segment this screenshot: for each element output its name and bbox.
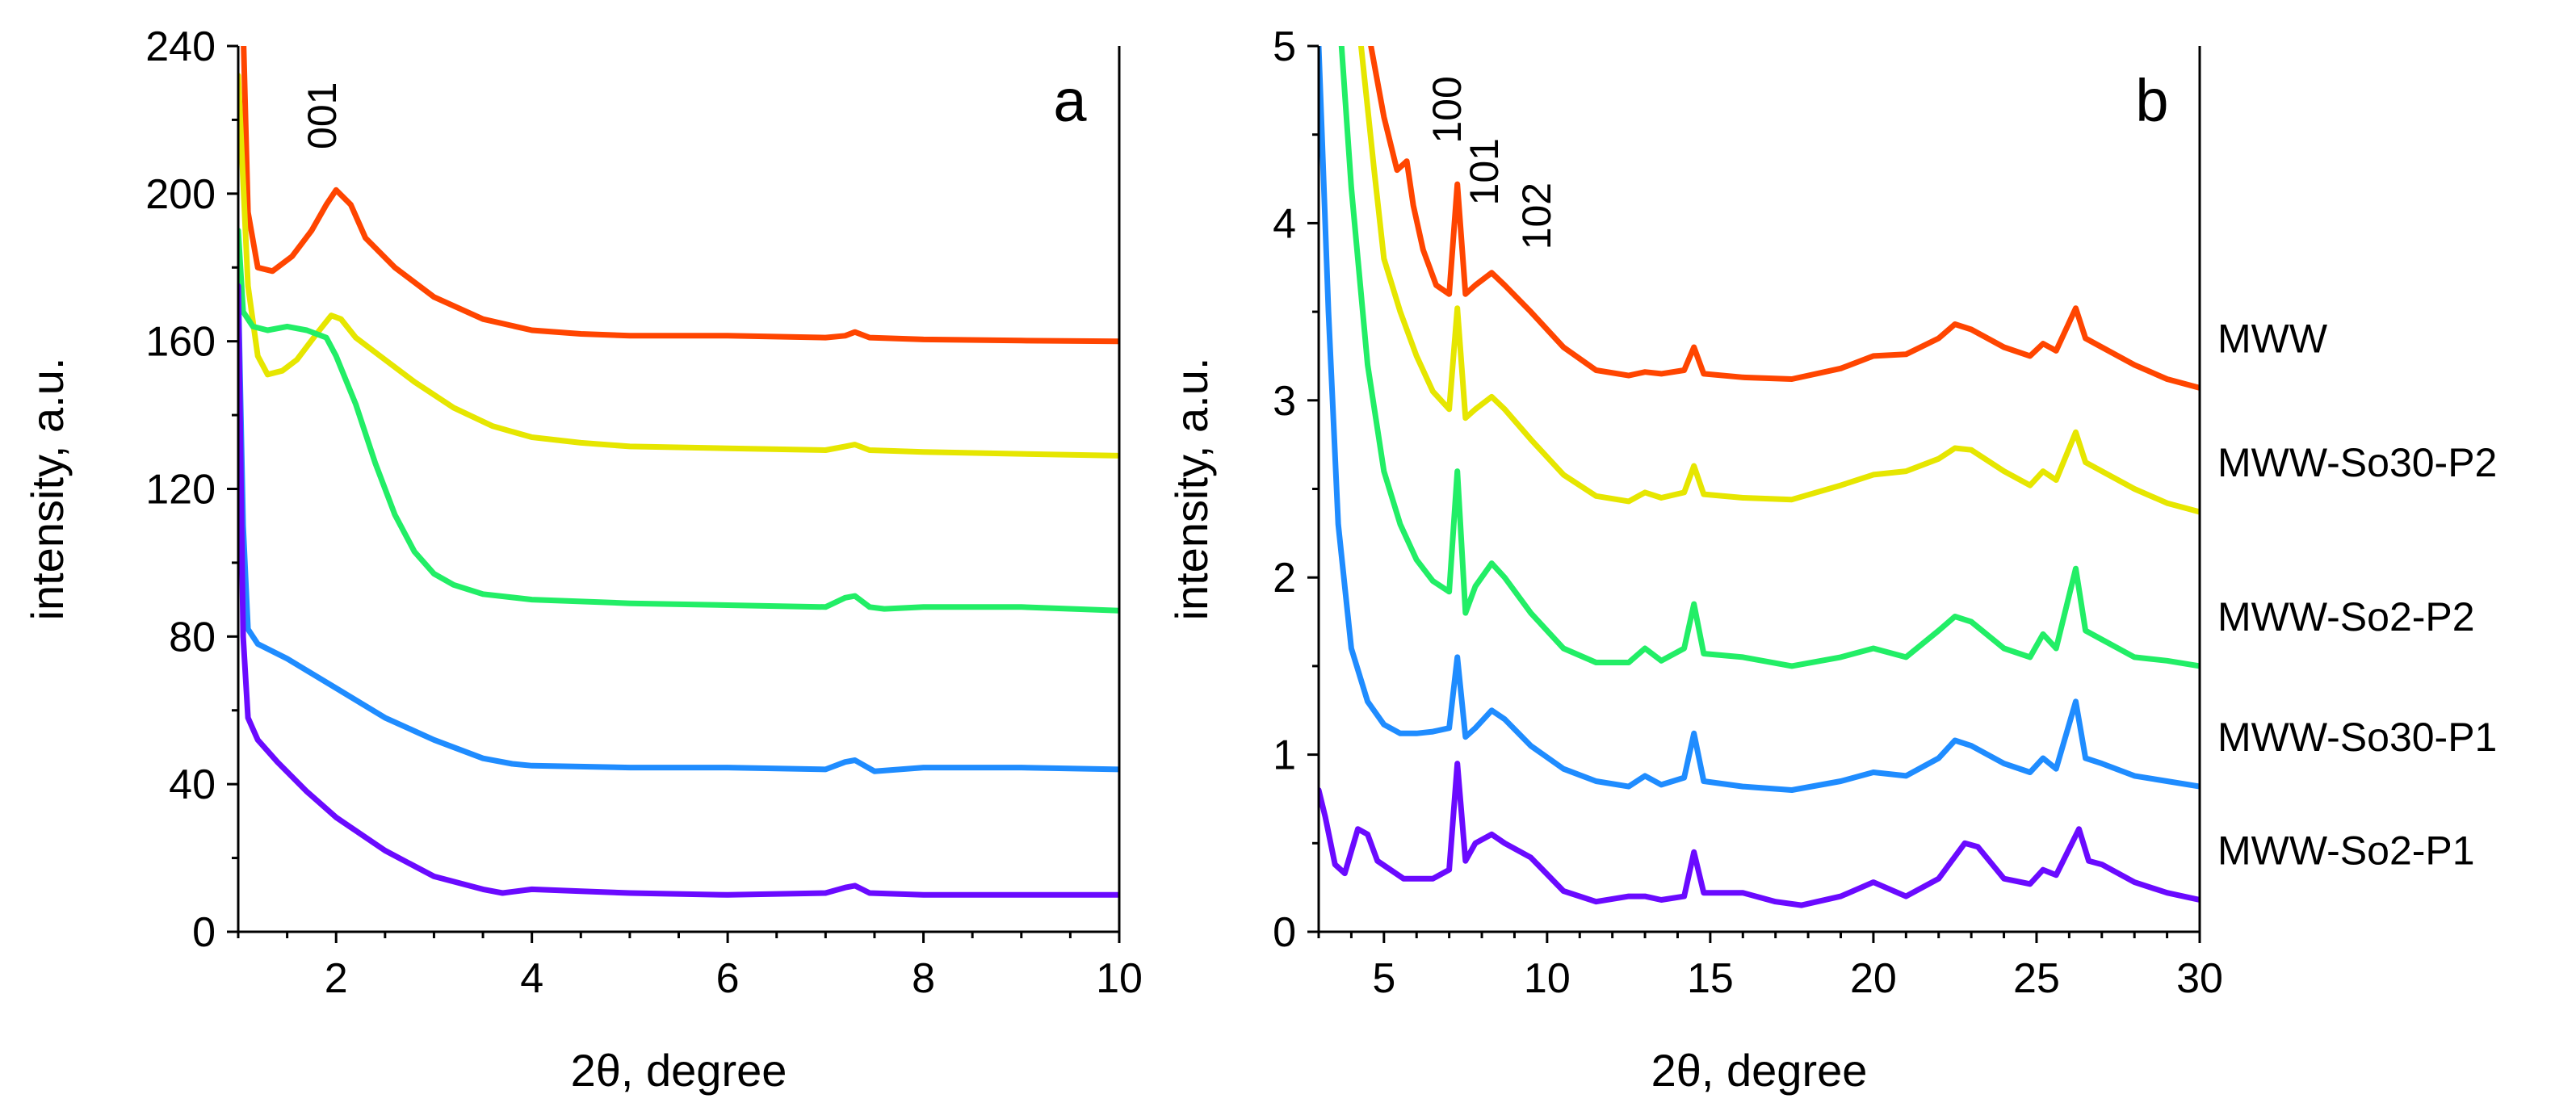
series-line-mww-so30-p1 [238,283,1119,774]
x-tick-label: 15 [1687,955,1734,1002]
series-line-mww [1368,46,2200,391]
series-line-mww-so2-p2 [238,228,1119,614]
peak-label: 001 [300,82,345,149]
y-tick-label: 4 [1273,200,1296,247]
panel-b: 5 10 15 20 25 30 0 1 2 3 4 5 2θ, degree intensity, a.… [1166,23,2497,1096]
legend-label: MWW-So30-P2 [2217,440,2497,485]
y-tick-label: 2 [1273,555,1296,602]
x-tick-label: 10 [1096,955,1143,1002]
series-group [238,46,1119,898]
x-tick-label: 30 [2176,955,2223,1002]
peak-label: 102 [1514,182,1559,249]
series-group [1319,46,2200,908]
x-axis-title: 2θ, degree [571,1045,787,1096]
panel-a: 2 4 6 8 10 0 40 80 120 160 200 240 2θ, degree intensi… [22,23,1143,1096]
x-tick-label: 6 [716,955,740,1002]
y-tick-label: 0 [192,909,216,956]
y-tick-label: 120 [145,467,216,514]
y-tick-label: 80 [169,614,216,660]
series-line-mww-so30-p2 [1358,46,2200,515]
x-tick-label: 5 [1372,955,1395,1002]
x-tick-label: 25 [2013,955,2060,1002]
legend-label: MWW-So30-P1 [2217,715,2497,760]
y-tick-label: 0 [1273,909,1296,956]
y-tick-label: 5 [1273,23,1296,70]
y-axis-title: intensity, a.u. [22,358,73,621]
peak-label: 100 [1424,76,1470,143]
panel-letter: b [2135,67,2168,134]
peak-label: 101 [1462,138,1507,205]
series-line-mww-so2-p1 [1319,761,2200,908]
y-tick-label: 1 [1273,732,1296,779]
series-line-mww-so30-p1 [1319,46,2200,793]
y-tick-label: 40 [169,761,216,808]
series-line-mww-so2-p2 [1338,46,2200,669]
x-tick-label: 10 [1524,955,1571,1002]
y-tick-label: 200 [145,171,216,218]
series-line-mww-so30-p2 [238,73,1119,459]
legend-label: MWW [2217,316,2328,361]
x-axis-title: 2θ, degree [1651,1045,1868,1096]
series-line-mww [241,46,1119,345]
x-tick-label: 8 [912,955,935,1002]
legend-label: MWW-So2-P1 [2217,828,2475,874]
panel-letter: a [1053,67,1087,134]
y-tick-label: 240 [145,23,216,70]
x-tick-label: 4 [520,955,543,1002]
legend-label: MWW-So2-P2 [2217,594,2475,639]
y-tick-label: 3 [1273,378,1296,425]
x-tick-label: 2 [325,955,348,1002]
y-axis-title: intensity, a.u. [1166,358,1217,621]
series-line-mww-so2-p1 [238,283,1119,898]
x-tick-label: 20 [1850,955,1897,1002]
y-tick-label: 160 [145,319,216,366]
